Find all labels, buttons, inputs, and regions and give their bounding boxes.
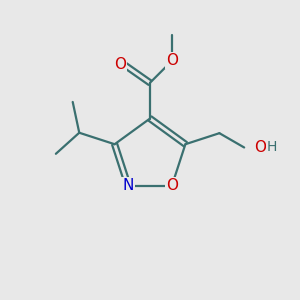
Text: O: O — [166, 53, 178, 68]
Text: O: O — [166, 178, 178, 193]
Text: O: O — [254, 140, 266, 155]
Text: O: O — [114, 57, 126, 72]
Text: N: N — [122, 178, 134, 193]
Text: H: H — [266, 140, 277, 154]
